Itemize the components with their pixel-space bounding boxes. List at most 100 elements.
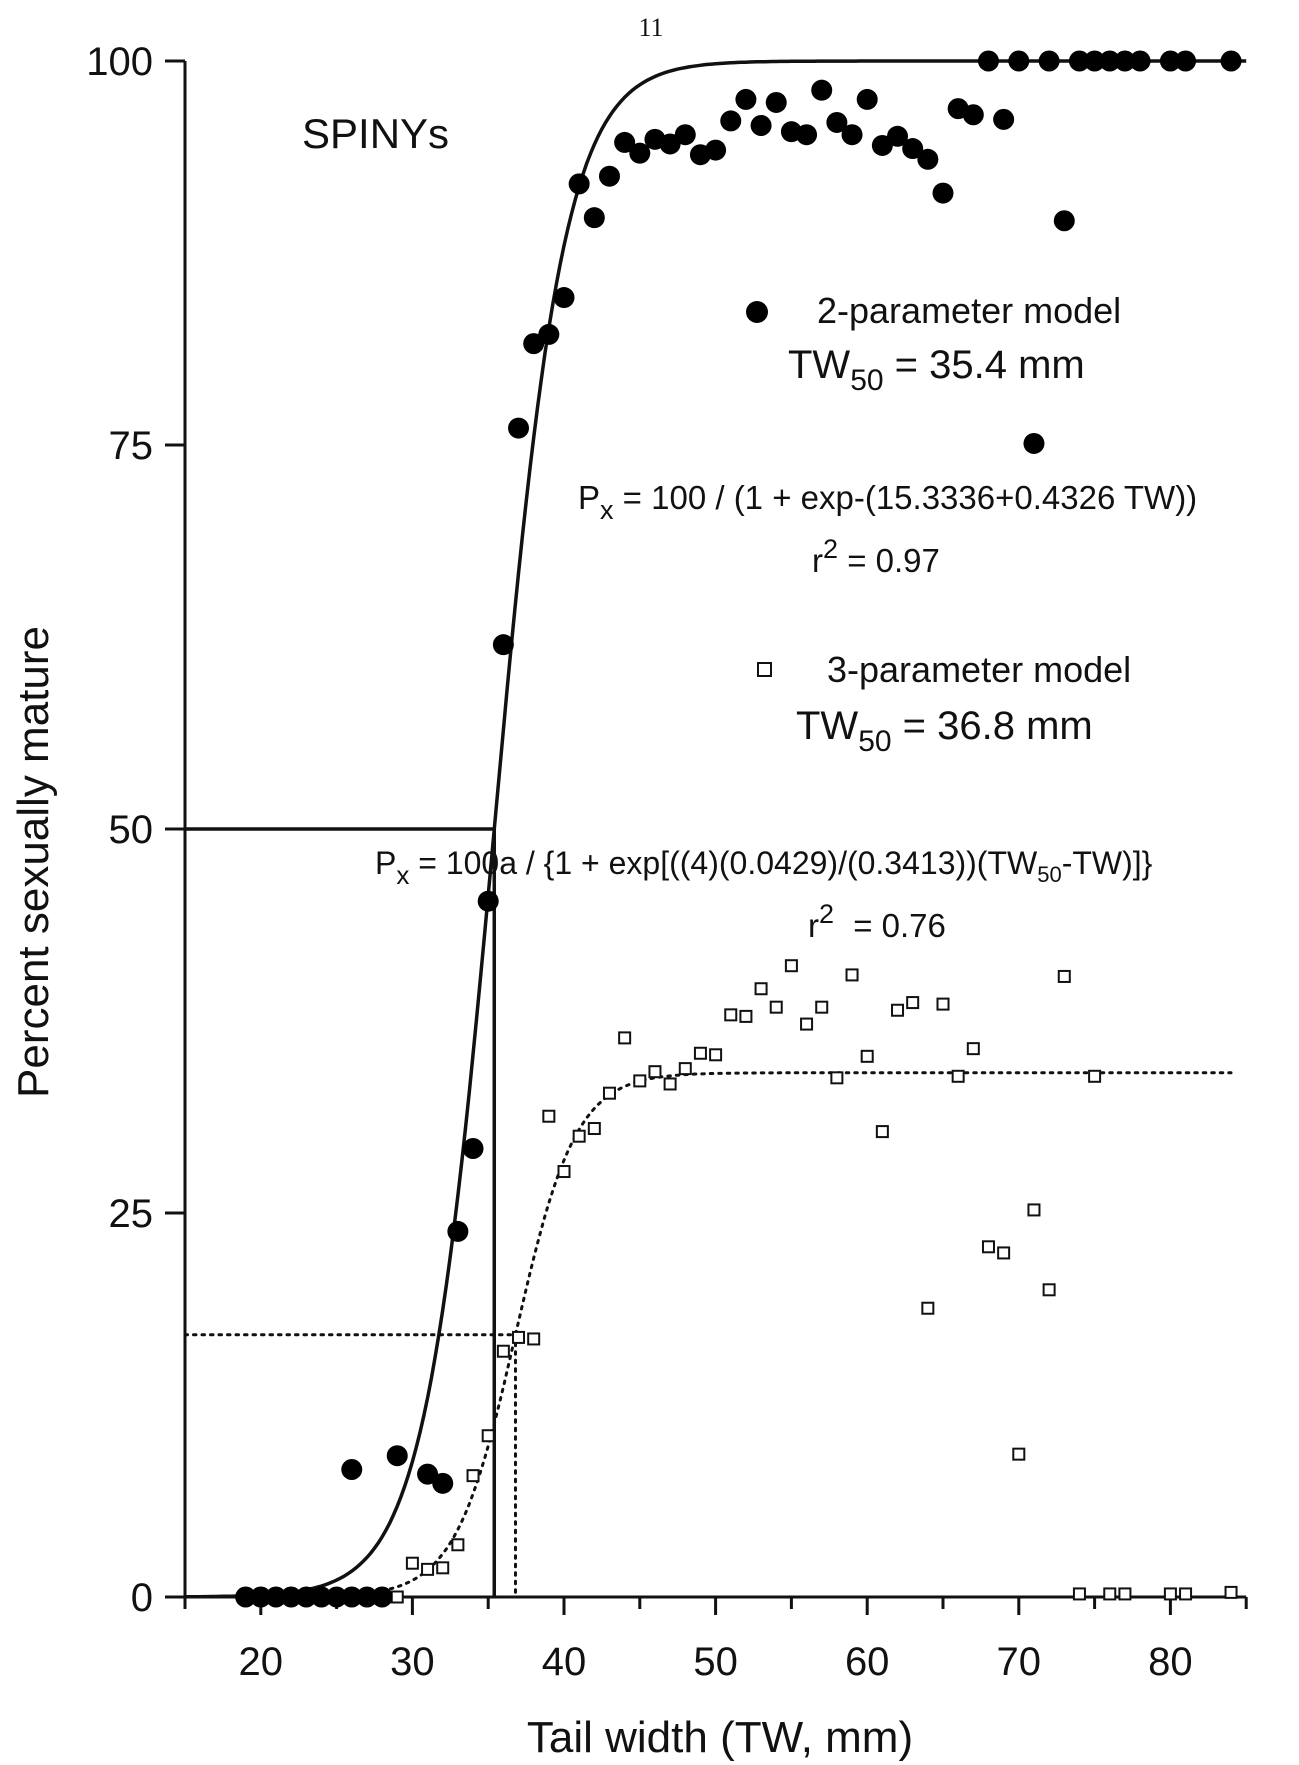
data-point-circle <box>508 417 530 439</box>
data-point-square <box>1072 1587 1086 1601</box>
data-point-square <box>921 1301 935 1315</box>
data-point-circle <box>523 333 545 355</box>
data-point-circle <box>598 165 620 187</box>
data-point-circle <box>811 79 833 101</box>
data-point-circle <box>477 890 499 912</box>
data-point-circle <box>1129 50 1151 72</box>
data-point-square <box>1103 1587 1117 1601</box>
data-point-square <box>769 1000 783 1014</box>
x-tick-label: 40 <box>542 1640 587 1684</box>
series-filled-circles <box>235 50 1242 1608</box>
data-point-circle <box>553 287 575 309</box>
data-point-square <box>966 1042 980 1056</box>
data-point-circle <box>765 91 787 113</box>
legend-marker-filled-circle <box>746 301 768 323</box>
data-point-circle <box>841 124 863 146</box>
data-point-circle <box>720 110 742 132</box>
legend-marker-open-square <box>757 662 772 677</box>
data-point-circle <box>1114 50 1136 72</box>
data-point-square <box>421 1562 435 1576</box>
data-point-square <box>1027 1203 1041 1217</box>
data-point-circle <box>447 1220 469 1242</box>
reference-lines <box>183 827 517 1599</box>
data-point-square <box>527 1332 541 1346</box>
chart-title: SPINYs <box>302 110 449 157</box>
y-tick-label: 0 <box>131 1576 153 1620</box>
data-point-square <box>800 1017 814 1031</box>
data-point-square <box>906 996 920 1010</box>
data-point-circle <box>417 1463 439 1485</box>
data-point-circle <box>871 134 893 156</box>
y-tick-label: 50 <box>109 808 154 852</box>
data-point-circle <box>902 138 924 160</box>
data-point-square <box>784 959 798 973</box>
legend-label-2-parameter: 2-parameter model <box>817 290 1121 331</box>
data-point-circle <box>492 634 514 656</box>
data-point-square <box>542 1109 556 1123</box>
data-point-circle <box>432 1472 454 1494</box>
data-point-square <box>390 1590 404 1604</box>
data-point-square <box>815 1000 829 1014</box>
data-point-square <box>466 1469 480 1483</box>
data-point-circle <box>386 1445 408 1467</box>
data-point-square <box>724 1008 738 1022</box>
data-point-circle <box>887 125 909 147</box>
data-point-square <box>633 1074 647 1088</box>
data-point-circle <box>538 323 560 345</box>
data-point-circle <box>1220 50 1242 72</box>
legend-label-3-parameter: 3-parameter model <box>827 649 1131 690</box>
data-point-square <box>1118 1587 1132 1601</box>
equation-2-parameter: Px = 100 / (1 + exp-(15.3336+0.4326 TW)) <box>578 479 1197 525</box>
r2-3-parameter: r2 = 0.76 <box>808 899 946 944</box>
data-point-circle <box>371 1586 393 1608</box>
x-tick-label: 60 <box>845 1640 890 1684</box>
series-open-squares <box>239 959 1238 1604</box>
data-point-circle <box>280 1586 302 1608</box>
data-point-circle <box>826 111 848 133</box>
legend-3-parameter: 3-parameter model <box>757 649 1131 690</box>
data-point-square <box>1042 1283 1056 1297</box>
data-point-circle <box>993 108 1015 130</box>
tw50-3-parameter: TW50 = 36.8 mm <box>796 704 1093 758</box>
data-point-square <box>648 1065 662 1079</box>
data-point-square <box>951 1069 965 1083</box>
y-tick-label: 100 <box>86 40 153 84</box>
data-point-circle <box>735 88 757 110</box>
data-point-square <box>572 1129 586 1143</box>
data-point-circle <box>705 139 727 161</box>
data-point-circle <box>341 1459 363 1481</box>
data-point-circle <box>1023 432 1045 454</box>
page-number: 11 <box>638 13 663 42</box>
data-point-square <box>981 1240 995 1254</box>
data-point-circle <box>326 1586 348 1608</box>
data-point-square <box>436 1561 450 1575</box>
data-point-square <box>830 1071 844 1085</box>
data-point-circle <box>856 88 878 110</box>
data-point-circle <box>295 1586 317 1608</box>
data-point-circle <box>1053 210 1075 232</box>
data-point-circle <box>235 1586 257 1608</box>
data-point-circle <box>1008 50 1030 72</box>
data-point-square <box>451 1538 465 1552</box>
x-tick-label: 30 <box>390 1640 435 1684</box>
r2-2-parameter: r2 = 0.97 <box>812 534 940 579</box>
data-point-circle <box>614 131 636 153</box>
data-point-square <box>618 1031 632 1045</box>
legend-2-parameter: 2-parameter model <box>746 290 1121 331</box>
data-point-circle <box>750 115 772 137</box>
data-point-circle <box>250 1586 272 1608</box>
data-point-square <box>496 1344 510 1358</box>
y-tick-label: 75 <box>109 424 154 468</box>
data-point-square <box>663 1077 677 1091</box>
y-ticks: 0 25 50 75 100 <box>86 40 185 1620</box>
data-point-square <box>845 968 859 982</box>
data-point-square <box>587 1122 601 1136</box>
x-axis-label: Tail width (TW, mm) <box>527 1713 913 1762</box>
data-point-square <box>1012 1447 1026 1461</box>
data-point-circle <box>1099 50 1121 72</box>
data-point-square <box>1057 969 1071 983</box>
x-tick-label: 50 <box>693 1640 738 1684</box>
data-point-circle <box>265 1586 287 1608</box>
data-point-square <box>693 1046 707 1060</box>
